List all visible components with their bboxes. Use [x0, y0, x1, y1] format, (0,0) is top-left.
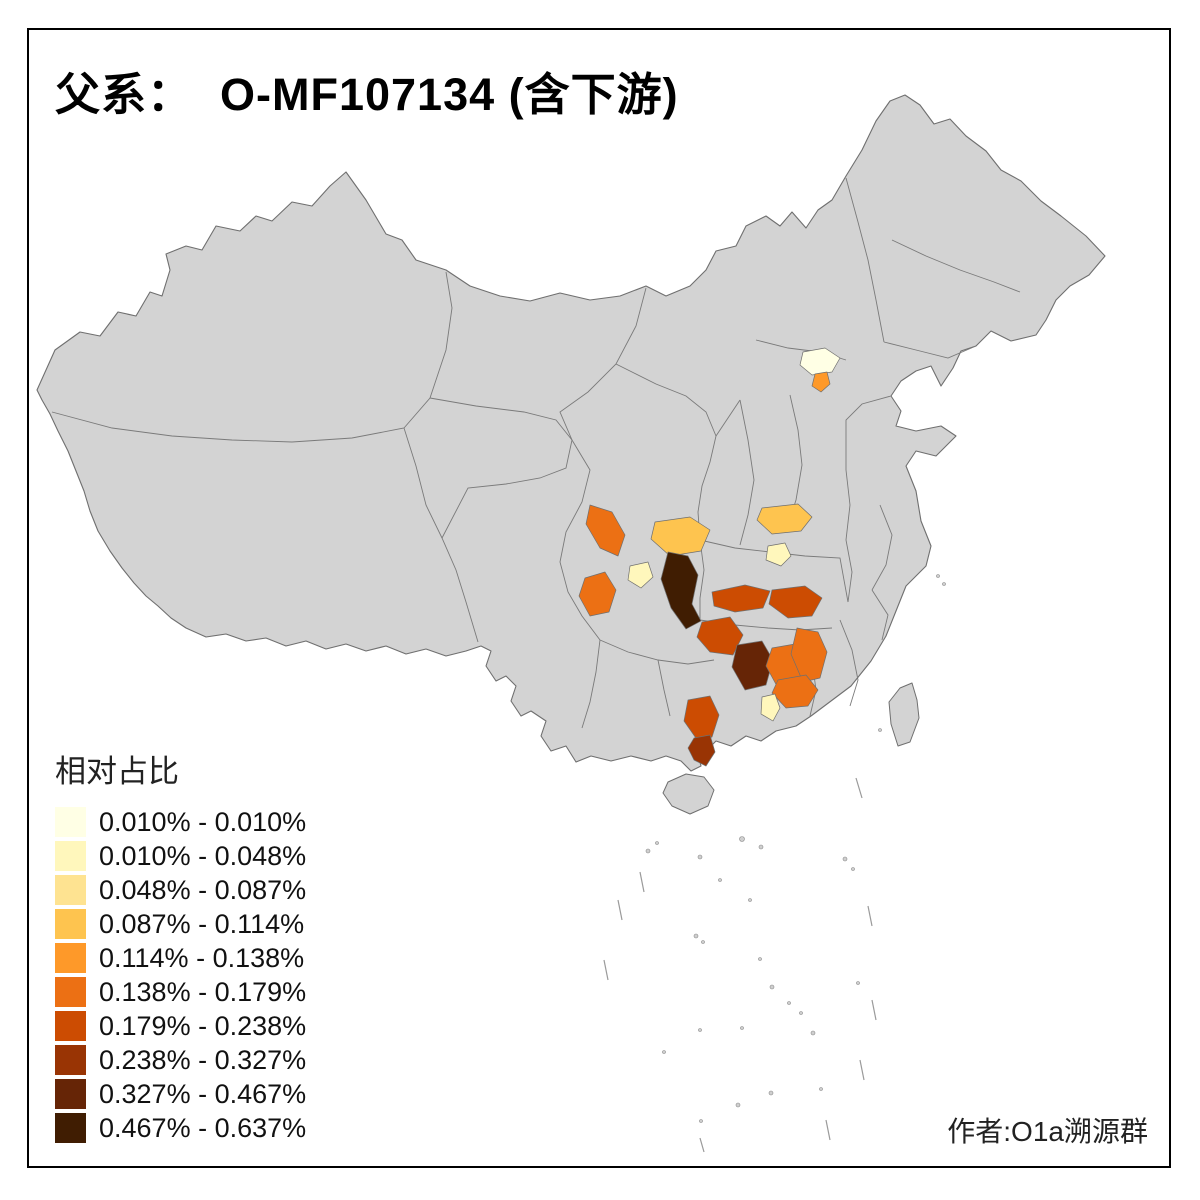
legend-swatch [55, 943, 86, 973]
hainan-island [662, 773, 715, 815]
legend-swatch [55, 875, 86, 905]
highlight-region [756, 503, 813, 535]
highlight-region [683, 695, 720, 742]
legend-label: 0.114% - 0.138% [99, 942, 305, 973]
legend-swatch [55, 909, 86, 939]
legend-item: 0.114% - 0.138% [55, 943, 306, 973]
legend-swatch [55, 1045, 86, 1075]
highlight-region [627, 561, 654, 589]
legend-label: 0.238% - 0.327% [99, 1044, 307, 1075]
legend-label: 0.087% - 0.114% [99, 908, 305, 939]
legend-label: 0.048% - 0.087% [99, 874, 307, 905]
map-title: 父系： O-MF107134 (含下游) [55, 69, 679, 120]
legend-item: 0.467% - 0.637% [55, 1113, 306, 1143]
legend-item: 0.179% - 0.238% [55, 1011, 306, 1041]
highlight-region [765, 542, 792, 567]
legend-item: 0.138% - 0.179% [55, 977, 306, 1007]
highlight-region [578, 571, 617, 617]
legend-title: 相对占比 [55, 754, 179, 789]
taiwan-island [888, 682, 920, 747]
highlight-region [811, 371, 831, 393]
legend-item: 0.010% - 0.048% [55, 841, 306, 871]
legend-label: 0.138% - 0.179% [99, 976, 307, 1007]
highlight-region [760, 693, 781, 722]
legend: 相对占比 0.010% - 0.010% 0.010% - 0.048% 0.048… [55, 746, 306, 1147]
highlight-region [768, 585, 823, 619]
legend-swatch [55, 807, 86, 837]
highlight-region [660, 551, 702, 630]
legend-item: 0.087% - 0.114% [55, 909, 306, 939]
legend-item: 0.238% - 0.327% [55, 1045, 306, 1075]
highlight-region [799, 347, 841, 376]
legend-swatch [55, 1113, 86, 1143]
province-borders [51, 177, 1021, 729]
south-china-sea-islands [645, 574, 946, 1123]
highlight-region [650, 516, 711, 557]
highlight-region [731, 640, 774, 691]
legend-label: 0.467% - 0.637% [99, 1112, 307, 1143]
highlight-region [711, 584, 771, 613]
highlight-region [790, 627, 828, 683]
legend-swatch [55, 977, 86, 1007]
legend-label: 0.327% - 0.467% [99, 1078, 307, 1109]
highlight-region [771, 674, 819, 709]
legend-swatch [55, 1079, 86, 1109]
highlight-region [696, 616, 744, 656]
legend-label: 0.179% - 0.238% [99, 1010, 307, 1041]
mainland-group [36, 94, 1106, 815]
legend-item: 0.010% - 0.010% [55, 807, 306, 837]
nine-dash-line [603, 777, 877, 1153]
legend-label: 0.010% - 0.010% [99, 806, 307, 837]
legend-swatch [55, 1011, 86, 1041]
legend-swatch [55, 841, 86, 871]
legend-item: 0.327% - 0.467% [55, 1079, 306, 1109]
mainland-shape [36, 94, 1106, 772]
highlighted-regions [578, 347, 841, 767]
highlight-region [687, 734, 716, 767]
author-credit: 作者:O1a溯源群 [947, 1116, 1148, 1147]
highlight-region [585, 504, 626, 557]
legend-item: 0.048% - 0.087% [55, 875, 306, 905]
legend-label: 0.010% - 0.048% [99, 840, 307, 871]
legend-items: 0.010% - 0.010% 0.010% - 0.048% 0.048% - 0… [55, 807, 306, 1143]
